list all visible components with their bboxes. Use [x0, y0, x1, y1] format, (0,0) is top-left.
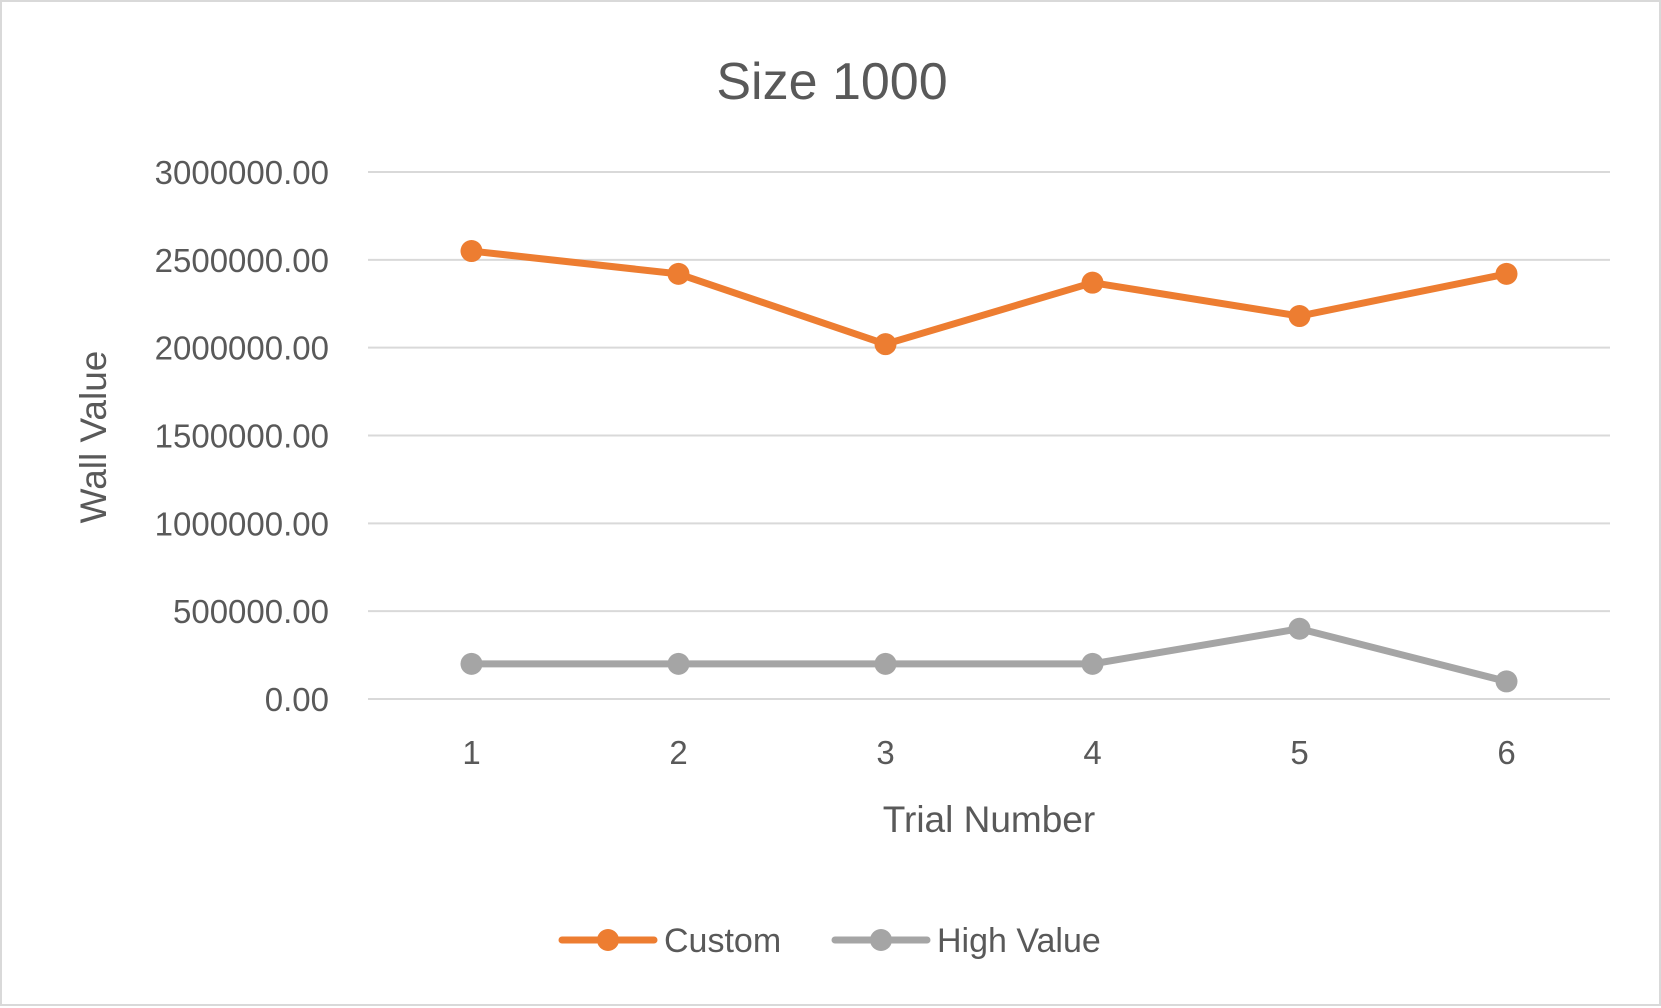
chart-title: Size 1000 [716, 53, 947, 111]
legend-item: High Value [831, 922, 1101, 960]
series-0 [460, 240, 1518, 356]
legend-item: Custom [558, 922, 781, 960]
y-tick-label: 3000000.00 [155, 154, 329, 191]
data-point [460, 240, 483, 263]
x-tick-label: 3 [876, 734, 894, 771]
data-point [874, 652, 897, 675]
x-tick-label: 4 [1083, 734, 1101, 771]
data-point [874, 333, 897, 356]
y-tick-labels: 0.00 500000.00 1000000.00 1500000.00 2000000… [155, 154, 329, 718]
series-line [468, 247, 1510, 348]
data-point [1288, 305, 1311, 328]
y-tick-label: 1000000.00 [155, 505, 329, 542]
legend-label: High Value [937, 922, 1101, 960]
data-point [460, 652, 483, 675]
x-tick-label: 2 [669, 734, 687, 771]
x-tick-labels: 1 2 3 4 5 6 [462, 734, 1515, 771]
legend: Custom High Value [558, 922, 1101, 960]
data-point [667, 652, 690, 675]
y-axis-title: Wall Value [73, 351, 114, 524]
data-point [1288, 617, 1311, 640]
x-tick-label: 5 [1290, 734, 1308, 771]
data-point [1081, 271, 1104, 294]
series-layer [460, 240, 1518, 693]
gridlines [368, 171, 1610, 700]
x-axis-title: Trial Number [883, 799, 1095, 840]
data-point [1495, 262, 1518, 285]
y-tick-label: 2500000.00 [155, 242, 329, 279]
data-point [1081, 652, 1104, 675]
series-1 [460, 617, 1518, 693]
legend-marker [597, 929, 619, 951]
legend-label: Custom [664, 922, 781, 960]
legend-marker [870, 929, 892, 951]
x-tick-label: 1 [462, 734, 480, 771]
y-tick-label: 0.00 [265, 681, 329, 718]
data-point [1495, 670, 1518, 693]
y-tick-label: 1500000.00 [155, 418, 329, 455]
x-tick-label: 6 [1497, 734, 1515, 771]
series-line [468, 625, 1510, 685]
y-tick-label: 500000.00 [173, 593, 329, 630]
y-tick-label: 2000000.00 [155, 330, 329, 367]
data-point [667, 262, 690, 285]
